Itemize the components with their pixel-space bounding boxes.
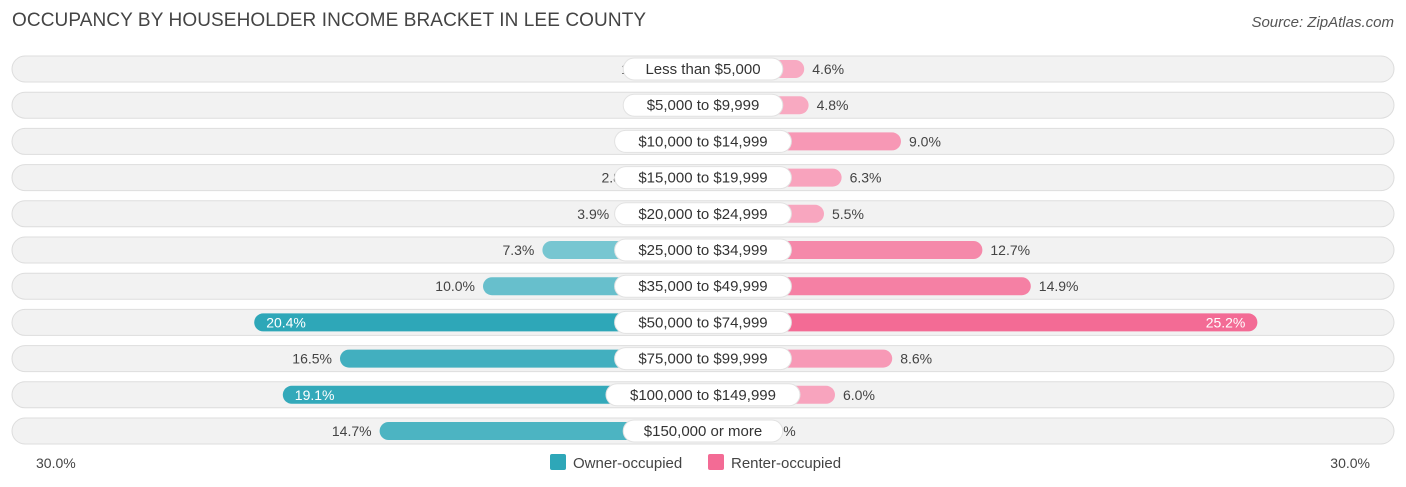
row-9-owner-bar <box>282 385 703 404</box>
row-4-category-pill <box>614 202 792 226</box>
row-4-category-label: $20,000 to $24,999 <box>638 206 767 223</box>
legend-owner-swatch <box>550 454 566 470</box>
row-4-renter-label: 5.5% <box>832 206 864 222</box>
legend-renter-label: Renter-occupied <box>731 455 841 472</box>
row-9-owner-label: 19.1% <box>295 387 335 403</box>
row-9-renter-label: 6.0% <box>843 387 875 403</box>
row-4-owner-label: 3.9% <box>577 206 609 222</box>
row-0-renter-label: 4.6% <box>812 61 844 77</box>
row-7-category-label: $50,000 to $74,999 <box>638 314 767 331</box>
row-9-category-pill <box>605 383 801 407</box>
legend-owner-label: Owner-occupied <box>573 455 682 472</box>
row-9-category-label: $100,000 to $149,999 <box>630 387 776 404</box>
row-10-category-pill <box>622 419 784 443</box>
row-2-category-label: $10,000 to $14,999 <box>638 133 767 150</box>
row-10-owner-bar <box>379 422 703 440</box>
row-6-renter-label: 14.9% <box>1039 278 1079 294</box>
row-3-category-pill <box>614 166 792 190</box>
row-3-category-label: $15,000 to $19,999 <box>638 170 767 187</box>
row-0-category-label: Less than $5,000 <box>645 61 760 78</box>
row-3-renter-label: 6.3% <box>850 170 882 186</box>
row-8-category-label: $75,000 to $99,999 <box>638 351 767 368</box>
row-10-category-label: $150,000 or more <box>644 423 762 440</box>
row-5-renter-label: 12.7% <box>990 242 1030 258</box>
row-6-owner-label: 10.0% <box>435 278 475 294</box>
row-8-owner-bar <box>340 349 703 368</box>
row-1-renter-label: 4.8% <box>817 97 849 113</box>
row-7-renter-bar <box>703 313 1258 332</box>
chart-source: Source: ZipAtlas.com <box>1251 14 1394 31</box>
row-7-category-pill <box>614 310 792 334</box>
axis-right-label: 30.0% <box>1330 455 1370 471</box>
row-7-owner-label: 20.4% <box>266 314 306 330</box>
row-8-renter-label: 8.6% <box>900 351 932 367</box>
row-8-owner-label: 16.5% <box>292 351 332 367</box>
legend-renter-swatch <box>708 454 724 470</box>
row-5-owner-label: 7.3% <box>502 242 534 258</box>
row-6-category-pill <box>614 274 792 298</box>
row-2-renter-label: 9.0% <box>909 133 941 149</box>
row-1-category-label: $5,000 to $9,999 <box>647 97 760 114</box>
row-7-owner-bar <box>254 313 703 332</box>
row-2-category-pill <box>614 129 792 153</box>
row-1-category-pill <box>622 93 784 117</box>
row-5-category-pill <box>614 238 792 262</box>
row-5-category-label: $25,000 to $34,999 <box>638 242 767 259</box>
row-10-owner-label: 14.7% <box>332 423 372 439</box>
chart-title: OCCUPANCY BY HOUSEHOLDER INCOME BRACKET … <box>12 10 647 31</box>
row-8-category-pill <box>614 347 792 371</box>
row-6-category-label: $35,000 to $49,999 <box>638 278 767 295</box>
axis-left-label: 30.0% <box>36 455 76 471</box>
row-7-renter-label: 25.2% <box>1206 314 1246 330</box>
row-0-category-pill <box>622 57 784 81</box>
